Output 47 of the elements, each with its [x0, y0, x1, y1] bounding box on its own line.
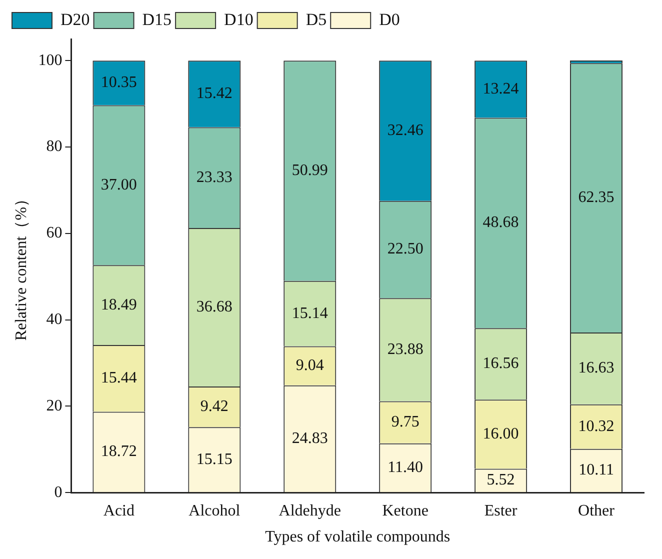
x-tick-label: Acid	[103, 502, 134, 520]
data-label: 23.88	[387, 340, 424, 358]
data-label: 16.63	[578, 360, 614, 377]
data-label: 50.99	[292, 162, 328, 179]
data-label: 16.56	[482, 355, 519, 372]
data-label: 10.32	[578, 418, 614, 435]
data-label: 9.42	[200, 398, 228, 416]
y-axis-title: Relative content（%）	[12, 190, 30, 341]
data-label: 23.33	[196, 168, 232, 186]
x-tick-label: Other	[578, 502, 616, 520]
data-label: 48.68	[482, 214, 519, 232]
legend-label: D0	[379, 10, 400, 29]
y-tick-label: 0	[54, 484, 62, 501]
data-label: 11.40	[388, 458, 424, 476]
y-tick-label: 20	[46, 397, 62, 414]
y-tick-label: 80	[46, 138, 62, 156]
data-label: 32.46	[387, 122, 424, 139]
x-tick-label: Alcohol	[188, 502, 241, 520]
x-axis-title: Types of volatile compounds	[265, 528, 450, 546]
data-label: 18.49	[100, 296, 137, 314]
data-label: 13.24	[482, 80, 519, 98]
data-label: 18.72	[100, 443, 137, 460]
data-label: 5.52	[486, 472, 515, 489]
legend-label: D10	[224, 10, 254, 29]
data-label: 37.00	[100, 176, 137, 194]
x-tick-label: Aldehyde	[278, 502, 341, 520]
legend-label: D15	[142, 10, 172, 29]
data-label: 15.44	[100, 370, 137, 387]
data-label: 62.35	[578, 189, 614, 206]
data-label: 10.35	[100, 74, 137, 92]
data-label: 9.04	[296, 357, 324, 374]
y-tick-label: 100	[38, 52, 62, 69]
data-label: 36.68	[196, 298, 232, 316]
data-label: 24.83	[292, 430, 328, 447]
data-label: 10.11	[578, 462, 614, 479]
data-label: 15.42	[196, 85, 232, 102]
legend-label: D5	[306, 10, 327, 29]
data-label: 15.14	[292, 304, 328, 322]
data-label: 9.75	[391, 413, 420, 430]
y-tick-label: 60	[46, 224, 62, 242]
data-label: 15.15	[196, 450, 232, 468]
y-tick-label: 40	[46, 311, 62, 328]
legend-label: D20	[60, 10, 90, 29]
x-tick-label: Ester	[484, 502, 518, 520]
data-label: 22.50	[387, 240, 424, 258]
data-label: 16.00	[482, 425, 519, 442]
x-tick-label: Ketone	[382, 502, 428, 520]
